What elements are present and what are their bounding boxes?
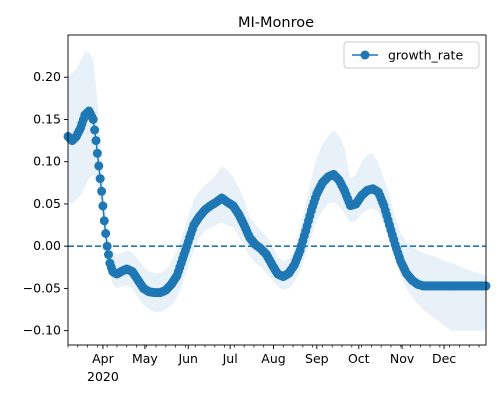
y-tick-label: 0.00 [33, 238, 61, 253]
growth-rate-point [95, 174, 105, 184]
growth-rate-point [91, 136, 101, 146]
x-tick-label: Jun [177, 351, 198, 366]
x-tick-label: May [132, 351, 158, 366]
y-tick-label: −0.05 [23, 280, 61, 295]
axes-frame [67, 34, 487, 346]
growth-rate-point [102, 241, 112, 251]
y-tick-label: 0.10 [33, 154, 61, 169]
growth-rate-point [99, 216, 109, 226]
growth-rate-point [104, 250, 113, 260]
y-tick-label: −0.10 [23, 323, 61, 338]
legend-box [343, 41, 480, 69]
x-tick-label: Apr [92, 351, 114, 366]
growth-rate-point [92, 148, 102, 158]
growth-rate-point [98, 201, 108, 211]
x-year-label: 2020 [87, 369, 119, 384]
plot-area: −0.10 −0.05 0.00 0.05 0.10 0.15 0.20 Apr May Jun J… [23, 34, 491, 384]
chart-title: MI-Monroe [238, 15, 314, 31]
confidence-band [68, 51, 486, 331]
growth-rate-point [101, 229, 111, 238]
y-tick-label: 0.05 [33, 196, 61, 211]
legend-marker [360, 50, 370, 60]
y-tick-label: 0.20 [33, 69, 61, 84]
x-tick-label: Nov [390, 351, 415, 366]
growth-rate-point [97, 186, 107, 196]
x-tick-label: Sep [305, 351, 329, 366]
y-tick-label: 0.15 [33, 111, 61, 126]
x-tick-label: Oct [348, 351, 370, 366]
growth-rate-point [88, 115, 98, 124]
x-tick-label: Aug [261, 351, 285, 366]
x-tick-label: Dec [432, 351, 456, 366]
growth-rate-point [90, 125, 100, 135]
x-tick-label: Jul [222, 351, 238, 366]
legend-label: growth_rate [388, 48, 463, 63]
growth-rate-point [94, 161, 104, 171]
